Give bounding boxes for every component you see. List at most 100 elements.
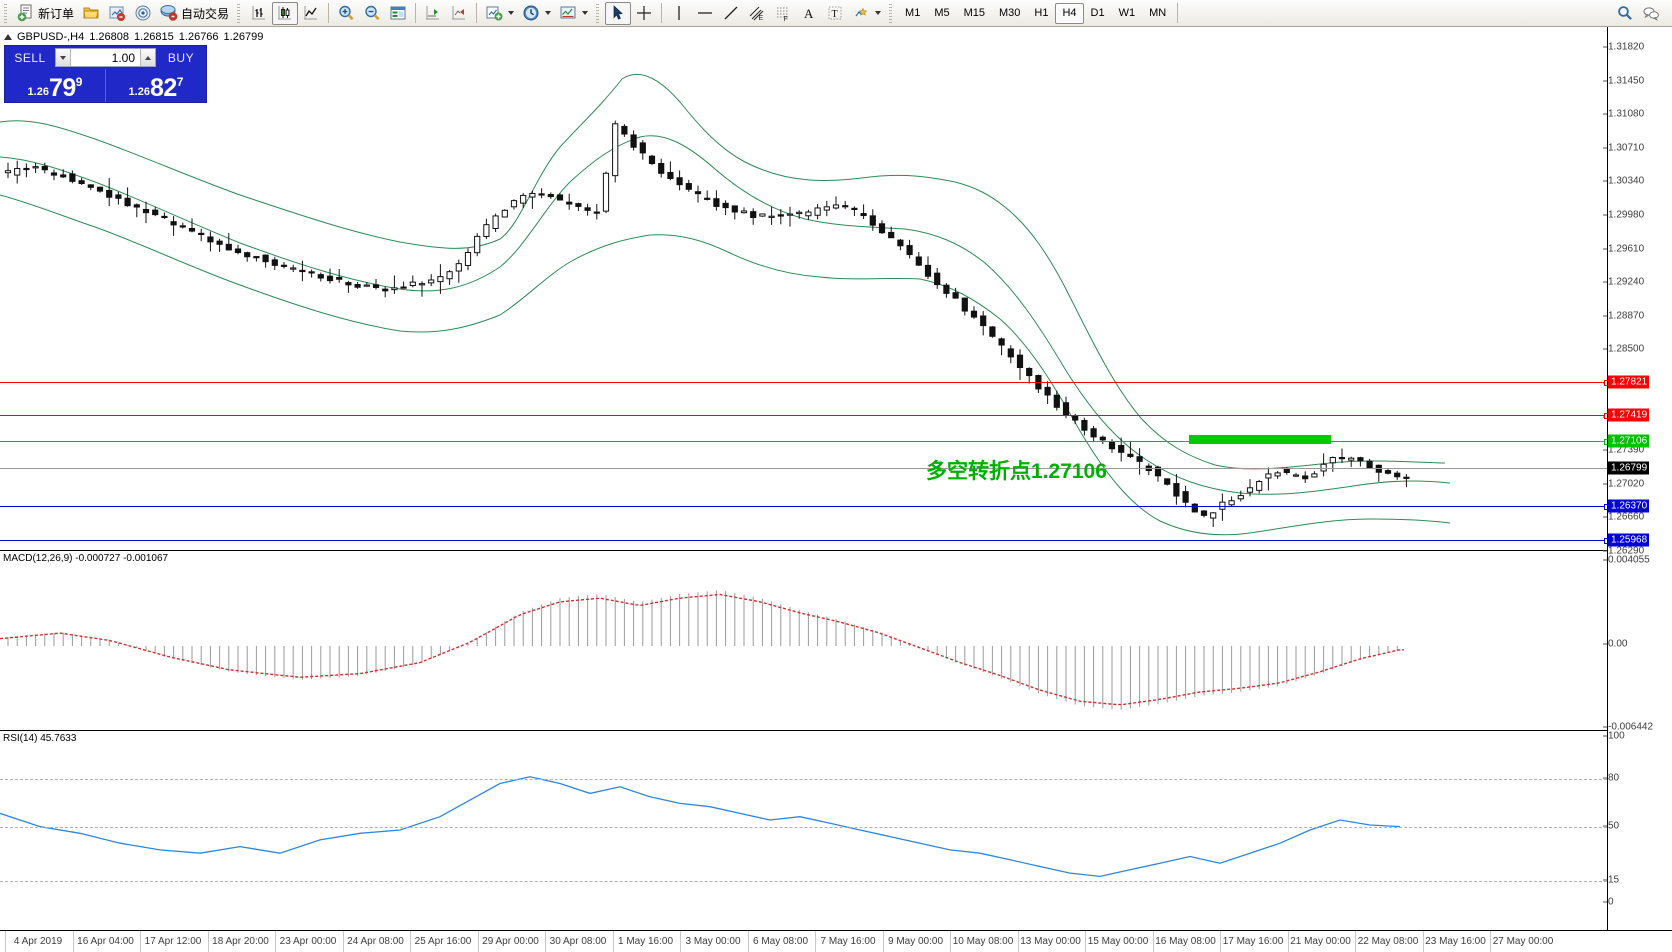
- toolbar-grip[interactable]: [3, 3, 10, 23]
- price-level-tag[interactable]: 1.27106: [1608, 434, 1650, 448]
- crosshair-button[interactable]: [631, 2, 657, 25]
- volume-increase-button[interactable]: [140, 49, 155, 66]
- sell-button[interactable]: 1.26 79 9: [5, 69, 105, 102]
- indicators-button[interactable]: [481, 2, 518, 25]
- shapes-dropdown-arrow[interactable]: [875, 11, 882, 15]
- price-level-handle[interactable]: [1604, 538, 1607, 544]
- macd-axis-tick: 0.004055: [1608, 554, 1650, 566]
- price-level-tag[interactable]: 1.25968: [1608, 533, 1650, 547]
- bar-chart-button[interactable]: [246, 2, 272, 25]
- buy-button[interactable]: 1.26 82 7: [105, 69, 206, 102]
- price-level-line-1[interactable]: [0, 380, 1607, 386]
- auto-trading-button[interactable]: 自动交易: [156, 2, 233, 25]
- rsi-pane[interactable]: RSI(14) 45.7633: [0, 730, 1607, 930]
- timeframe-d1[interactable]: D1: [1084, 3, 1112, 24]
- search-button[interactable]: [1612, 2, 1638, 25]
- volume-decrease-button[interactable]: [56, 49, 71, 66]
- period-dropdown-arrow[interactable]: [545, 11, 552, 15]
- price-level-handle[interactable]: [1604, 413, 1607, 419]
- macd-chart-svg: [0, 590, 1405, 710]
- fibonacci-button[interactable]: F: [770, 2, 796, 25]
- chart-area[interactable]: 多空转折点1.27106 MACD(12,26,9) -0.000727 -0.…: [0, 27, 1672, 952]
- price-level-handle[interactable]: [1604, 380, 1607, 386]
- time-axis-separator: [342, 931, 344, 952]
- toolbar-separator-4: [661, 3, 663, 23]
- price-level-tag[interactable]: 1.27821: [1608, 375, 1650, 389]
- price-level-tag[interactable]: 1.26370: [1608, 499, 1650, 513]
- price-level-tag[interactable]: 1.27419: [1608, 408, 1650, 422]
- axis-tickmark: [1603, 147, 1607, 149]
- zoom-in-button[interactable]: [333, 2, 359, 25]
- one-click-trading-panel[interactable]: SELL 1.00 BUY 1.26 79 9 1.26 82 7: [4, 45, 207, 103]
- chat-button[interactable]: [1638, 2, 1664, 25]
- period-button[interactable]: [518, 2, 555, 25]
- timeframe-label: D1: [1090, 7, 1105, 19]
- profile-icon: [109, 6, 126, 21]
- vertical-line-icon: [678, 6, 680, 20]
- chart-indicator-icon: [4, 34, 12, 40]
- price-level-line-2[interactable]: [0, 413, 1607, 419]
- timeframe-mn[interactable]: MN: [1142, 3, 1173, 24]
- zoom-out-icon: [365, 5, 380, 21]
- macd-pane[interactable]: MACD(12,26,9) -0.000727 -0.001067: [0, 550, 1607, 730]
- timeframe-w1[interactable]: W1: [1112, 3, 1143, 24]
- timeframe-h1[interactable]: H1: [1027, 3, 1055, 24]
- profile-button[interactable]: [104, 2, 130, 25]
- trendline-button[interactable]: [718, 2, 744, 25]
- time-axis-label: 30 Apr 08:00: [549, 936, 607, 947]
- text-label-button[interactable]: T: [822, 2, 848, 25]
- templates-button[interactable]: [555, 2, 592, 25]
- vertical-line-button[interactable]: [666, 2, 692, 25]
- tile-windows-button[interactable]: [385, 2, 411, 25]
- price-level-handle[interactable]: [1604, 504, 1607, 510]
- timeframe-label: H4: [1062, 7, 1077, 19]
- time-axis-label: 24 Apr 08:00: [347, 936, 404, 947]
- text-button[interactable]: A: [796, 2, 822, 25]
- horizontal-line-button[interactable]: [692, 2, 718, 25]
- price-level-handle[interactable]: [1604, 439, 1607, 445]
- current-price-line: [0, 468, 1607, 469]
- cursor-button[interactable]: [605, 1, 632, 25]
- candlestick-chart-button[interactable]: [272, 1, 299, 25]
- templates-dropdown-arrow[interactable]: [582, 11, 589, 15]
- folder-icon: [83, 7, 99, 19]
- toolbar-grip-3[interactable]: [595, 3, 603, 23]
- price-level-tag[interactable]: 1.26799: [1608, 461, 1650, 475]
- chart-shift-button[interactable]: [420, 2, 446, 25]
- volume-value[interactable]: 1.00: [111, 50, 135, 65]
- timeframe-m1[interactable]: M1: [898, 3, 927, 24]
- highlight-rectangle[interactable]: [1189, 435, 1331, 444]
- price-level-line-3[interactable]: [0, 439, 1607, 445]
- volume-stepper[interactable]: 1.00: [55, 48, 156, 67]
- price-level-line-5[interactable]: [0, 538, 1607, 544]
- timeframe-m5[interactable]: M5: [927, 3, 956, 24]
- price-level-line-4[interactable]: [0, 504, 1607, 510]
- timeframe-m30[interactable]: M30: [992, 3, 1027, 24]
- buy-price-big: 82: [149, 74, 177, 102]
- timeframe-label: H1: [1034, 7, 1049, 19]
- toolbar-grip-4[interactable]: [888, 3, 896, 23]
- zoom-out-button[interactable]: [359, 2, 385, 25]
- timeframe-h4[interactable]: H4: [1055, 2, 1084, 24]
- new-order-button[interactable]: 新订单: [13, 2, 78, 25]
- price-pane[interactable]: 多空转折点1.27106: [0, 27, 1607, 548]
- line-chart-button[interactable]: [298, 2, 324, 25]
- equidistant-channel-button[interactable]: E: [744, 2, 770, 25]
- time-axis[interactable]: 4 Apr 2019 16 Apr 04:00 17 Apr 12:00 18 Apr…: [0, 930, 1672, 952]
- main-toolbar: 新订单: [0, 0, 1672, 27]
- time-axis-label: 29 Apr 00:00: [482, 936, 539, 947]
- signal-button[interactable]: [130, 2, 156, 25]
- expert-advisor-icon: [160, 5, 178, 21]
- shapes-button[interactable]: [848, 2, 885, 25]
- rsi-level-50: [0, 827, 1607, 828]
- rsi-chart-svg: [0, 776, 1401, 878]
- rsi-axis-tick: 100: [1608, 730, 1625, 742]
- folder-button[interactable]: [78, 2, 104, 25]
- price-axis-tick: 1.30340: [1608, 175, 1645, 187]
- toolbar-grip-2[interactable]: [236, 3, 244, 23]
- chevron-up-icon: [145, 55, 151, 60]
- indicators-dropdown-arrow[interactable]: [508, 11, 515, 15]
- timeframe-m15[interactable]: M15: [957, 3, 992, 24]
- auto-scroll-button[interactable]: [446, 2, 472, 25]
